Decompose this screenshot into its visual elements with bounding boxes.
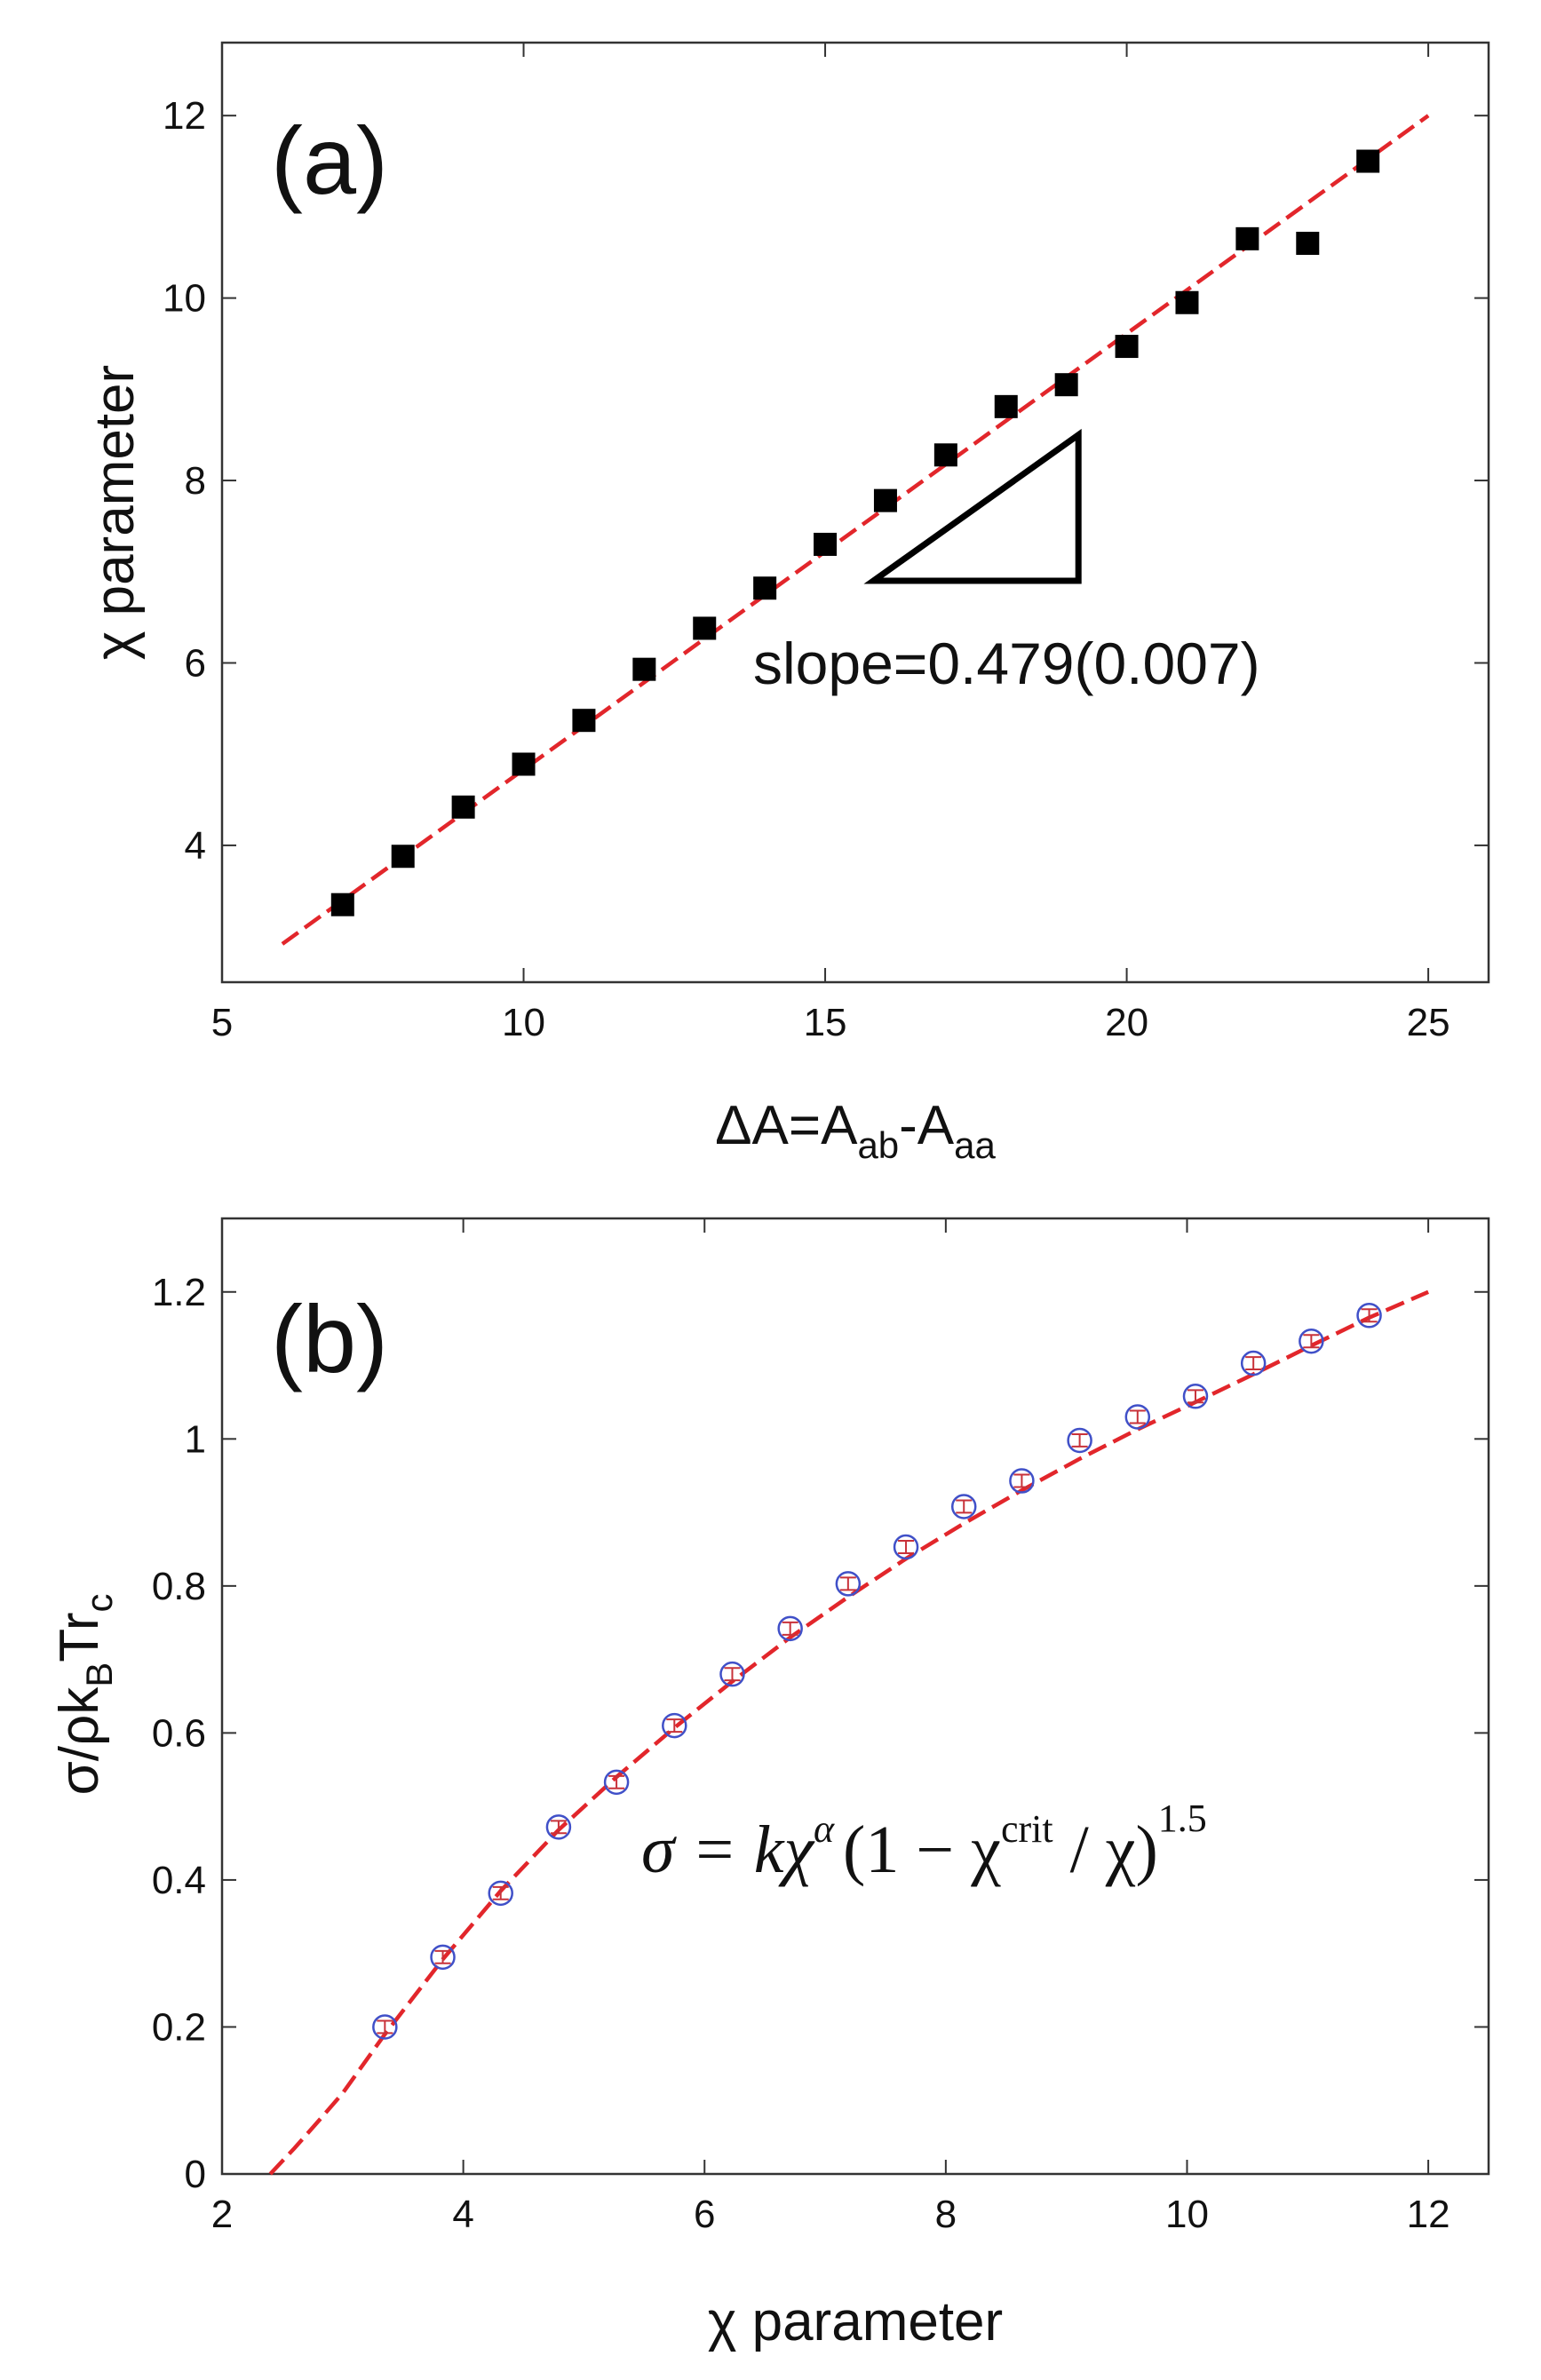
- panel-b-frame: [220, 1217, 1490, 2176]
- data-point: [893, 1534, 919, 1560]
- data-point: [1235, 226, 1259, 250]
- data-point: [1054, 373, 1078, 397]
- data-point: [1009, 1468, 1035, 1494]
- y-tick-label: 0.2: [152, 2005, 206, 2049]
- x-tick-label: 12: [1407, 2193, 1450, 2236]
- y-tick-label: 12: [163, 94, 206, 138]
- panel-a-xlabel-sub1: ab: [857, 1124, 899, 1166]
- y-tick-label: 8: [185, 459, 206, 503]
- x-tick-label: 6: [694, 2193, 715, 2236]
- data-point: [835, 1571, 862, 1597]
- x-tick-label: 10: [1165, 2193, 1209, 2236]
- y-tick-label: 1: [185, 1417, 206, 1461]
- y-tick-label: 4: [185, 824, 206, 868]
- data-point: [1175, 290, 1199, 314]
- data-point: [391, 845, 415, 869]
- x-tick-label: 20: [1105, 1001, 1148, 1044]
- data-point: [1356, 1303, 1382, 1329]
- x-tick-label: 8: [935, 2193, 957, 2236]
- panel-b-ylabel-mid: Tr: [49, 1613, 110, 1662]
- y-tick-label: 6: [185, 641, 206, 685]
- data-point: [603, 1769, 630, 1796]
- data-point: [693, 616, 717, 640]
- y-tick-label: 0: [185, 2153, 206, 2196]
- data-point: [933, 443, 957, 467]
- equation-annotation: σ = kχα (1 − χcrit / χ)1.5: [641, 1797, 1207, 1887]
- y-tick-label: 1.2: [152, 1271, 206, 1314]
- data-point: [488, 1880, 513, 1907]
- equation-alpha: α: [814, 1807, 835, 1851]
- y-tick-label: 0.8: [152, 1565, 206, 1608]
- data-point: [572, 709, 596, 733]
- panel-a-points: [330, 149, 1380, 916]
- data-point: [512, 752, 536, 776]
- data-point: [1240, 1350, 1267, 1376]
- y-tick-label: 0.4: [152, 1859, 206, 1902]
- data-point: [1356, 149, 1380, 173]
- data-point: [719, 1661, 745, 1687]
- panel-b-ylabel-sub1: B: [78, 1662, 120, 1687]
- panel-a-ticks: 5 10 15 20 25 4 6 8 10 12: [163, 43, 1489, 1044]
- panel-a-label: (a): [271, 107, 388, 214]
- data-point: [372, 2014, 398, 2040]
- panel-b-points: [372, 1303, 1382, 2040]
- data-point: [753, 576, 777, 600]
- panel-a-frame: [220, 41, 1490, 984]
- y-tick-label: 10: [163, 277, 206, 321]
- panel-b-label: (b): [271, 1285, 388, 1392]
- panel-b: 2 4 6 8 10 12 0 0.2 0.4 0.6 0.8 1 1.2 (b) σ = kχα (1 …: [49, 1217, 1490, 2352]
- panel-a-xlabel-sub2: aa: [954, 1124, 996, 1166]
- x-tick-label: 5: [211, 1001, 233, 1044]
- data-point: [430, 1944, 456, 1971]
- y-tick-label: 0.6: [152, 1711, 206, 1755]
- data-point: [1299, 1328, 1324, 1354]
- slope-triangle: [863, 428, 1082, 584]
- panel-b-fit-group: [268, 1289, 1429, 2176]
- slope-annotation: slope=0.479(0.007): [753, 631, 1260, 696]
- data-point: [1067, 1427, 1092, 1454]
- equation-mid: (1 − χ: [843, 1813, 1001, 1887]
- equation-crit: crit: [1001, 1807, 1053, 1851]
- x-tick-label: 10: [502, 1001, 545, 1044]
- panel-b-ticks: 2 4 6 8 10 12 0 0.2 0.4 0.6 0.8 1 1.2: [152, 1218, 1489, 2236]
- panel-b-x-axis-title: χ parameter: [708, 2291, 1003, 2352]
- equation-lhs: σ = kχ: [641, 1813, 814, 1887]
- x-tick-label: 25: [1407, 1001, 1450, 1044]
- data-point: [451, 795, 475, 819]
- data-point: [545, 1814, 572, 1840]
- equation-tail: / χ): [1053, 1813, 1158, 1887]
- data-point: [632, 657, 656, 681]
- data-point: [994, 394, 1018, 418]
- x-tick-label: 2: [211, 2193, 233, 2236]
- data-point: [330, 892, 354, 916]
- data-point: [1296, 231, 1320, 255]
- fit-line: [268, 1289, 1429, 2176]
- panel-a-x-axis-title: ΔA=Aab-Aaa: [715, 1095, 996, 1166]
- panel-a-xlabel-mid: -A: [899, 1095, 955, 1156]
- panel-a-y-axis-title: χ parameter: [84, 365, 146, 660]
- data-point: [777, 1615, 803, 1642]
- panel-b-ylabel-sub2: c: [78, 1594, 120, 1613]
- panel-b-y-axis-title: σ/ρkBTrc: [49, 1594, 120, 1796]
- data-point: [662, 1712, 687, 1739]
- panel-a-xlabel-main: ΔA=A: [715, 1095, 858, 1156]
- data-point: [1182, 1384, 1209, 1409]
- data-point: [1115, 335, 1139, 359]
- data-point: [950, 1494, 977, 1519]
- x-tick-label: 15: [804, 1001, 847, 1044]
- data-point: [814, 532, 838, 556]
- data-point: [873, 488, 897, 512]
- data-point: [1124, 1404, 1151, 1430]
- x-tick-label: 4: [452, 2193, 473, 2236]
- panel-b-ylabel-main: σ/ρk: [49, 1686, 110, 1796]
- equation-power: 1.5: [1158, 1797, 1207, 1840]
